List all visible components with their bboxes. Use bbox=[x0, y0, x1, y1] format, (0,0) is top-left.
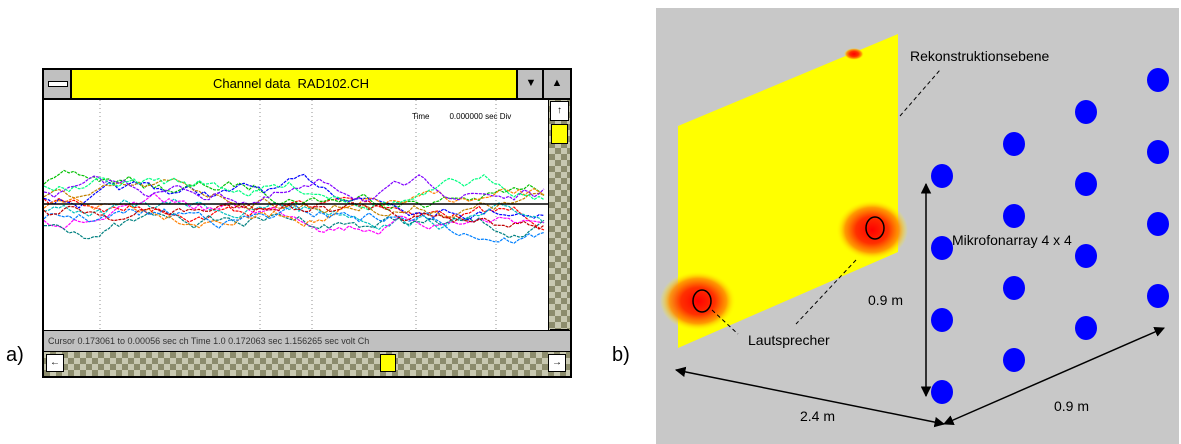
minimize-button[interactable]: ▼ bbox=[516, 70, 544, 98]
microphone-dot bbox=[1075, 316, 1097, 340]
measurement-setup-diagram: Rekonstruktionsebene Mikrofonarray 4 x 4… bbox=[656, 8, 1179, 444]
title-bar[interactable]: Channel data RAD102.CH ▼ ▲ bbox=[44, 70, 570, 100]
vertical-scroll-thumb[interactable] bbox=[551, 124, 568, 144]
microphone-dot bbox=[931, 236, 953, 260]
microphone-dot bbox=[1147, 284, 1169, 308]
microphone-dot bbox=[1075, 100, 1097, 124]
microphone-array bbox=[931, 68, 1169, 404]
channel-trace bbox=[43, 198, 545, 231]
panel-a-label: a) bbox=[6, 344, 24, 366]
panel-b-label: b) bbox=[612, 344, 630, 366]
channel-trace bbox=[43, 187, 545, 229]
system-menu-button[interactable] bbox=[44, 70, 72, 98]
channel-trace bbox=[43, 192, 545, 236]
channel-trace bbox=[43, 196, 545, 231]
setup-drawing bbox=[660, 34, 1169, 428]
horizontal-scroll-thumb[interactable] bbox=[380, 354, 396, 372]
microphone-dot bbox=[931, 308, 953, 332]
distance-arrow bbox=[674, 366, 946, 428]
vertical-scroll-track[interactable] bbox=[549, 100, 570, 352]
speaker-circle-left bbox=[692, 289, 712, 313]
channel-trace bbox=[43, 174, 545, 206]
microphone-dot bbox=[1003, 348, 1025, 372]
microphone-dot bbox=[1075, 244, 1097, 268]
microphone-dot bbox=[1003, 204, 1025, 228]
microphone-dot bbox=[1147, 212, 1169, 236]
scroll-right-arrow-icon[interactable]: → bbox=[548, 354, 566, 372]
window-title: Channel data RAD102.CH bbox=[212, 76, 370, 91]
time-readout: Time 0.000000 sec Div bbox=[412, 112, 512, 121]
hotspot-left bbox=[660, 271, 736, 331]
reconstruction-plane bbox=[678, 34, 898, 348]
width-arrow bbox=[943, 326, 1165, 426]
channel-trace bbox=[43, 178, 545, 218]
speaker-label: Lautsprecher bbox=[748, 332, 830, 348]
scroll-left-arrow-icon[interactable]: ← bbox=[46, 354, 64, 372]
array-label: Mikrofonarray 4 x 4 bbox=[952, 232, 1072, 248]
speaker-circle-right bbox=[865, 216, 885, 240]
status-bar: Cursor 0.173061 to 0.00056 sec ch Time 1… bbox=[44, 330, 570, 352]
hotspot-top bbox=[844, 48, 864, 60]
horizontal-scrollbar[interactable]: ← → bbox=[44, 352, 570, 376]
signal-plot: Time 0.000000 sec Div bbox=[43, 100, 570, 330]
channel-trace bbox=[43, 174, 545, 211]
scroll-up-arrow-icon[interactable]: ↑ bbox=[550, 101, 569, 121]
microphone-dot bbox=[931, 164, 953, 188]
height-label: 0.9 m bbox=[868, 292, 904, 308]
channel-trace bbox=[43, 202, 545, 230]
plane-label: Rekonstruktionsebene bbox=[910, 48, 1050, 64]
microphone-dot bbox=[1003, 132, 1025, 156]
channel-data-window: Channel data RAD102.CH ▼ ▲ Time 0.000000… bbox=[42, 68, 572, 378]
vertical-scrollbar[interactable]: ↑ ↓ bbox=[548, 100, 570, 352]
signal-traces bbox=[43, 100, 548, 330]
leader-speaker-right bbox=[795, 259, 857, 325]
microphone-dot bbox=[1003, 276, 1025, 300]
microphone-dot bbox=[1147, 68, 1169, 92]
microphone-dot bbox=[1147, 140, 1169, 164]
microphone-dot bbox=[931, 380, 953, 404]
microphone-dot bbox=[1075, 172, 1097, 196]
width-label: 0.9 m bbox=[1054, 398, 1090, 414]
leader-plane bbox=[899, 69, 941, 117]
distance-label: 2.4 m bbox=[800, 408, 836, 424]
leader-speaker-left bbox=[711, 309, 739, 335]
hotspot-right bbox=[836, 200, 908, 260]
maximize-button[interactable]: ▲ bbox=[542, 70, 570, 98]
